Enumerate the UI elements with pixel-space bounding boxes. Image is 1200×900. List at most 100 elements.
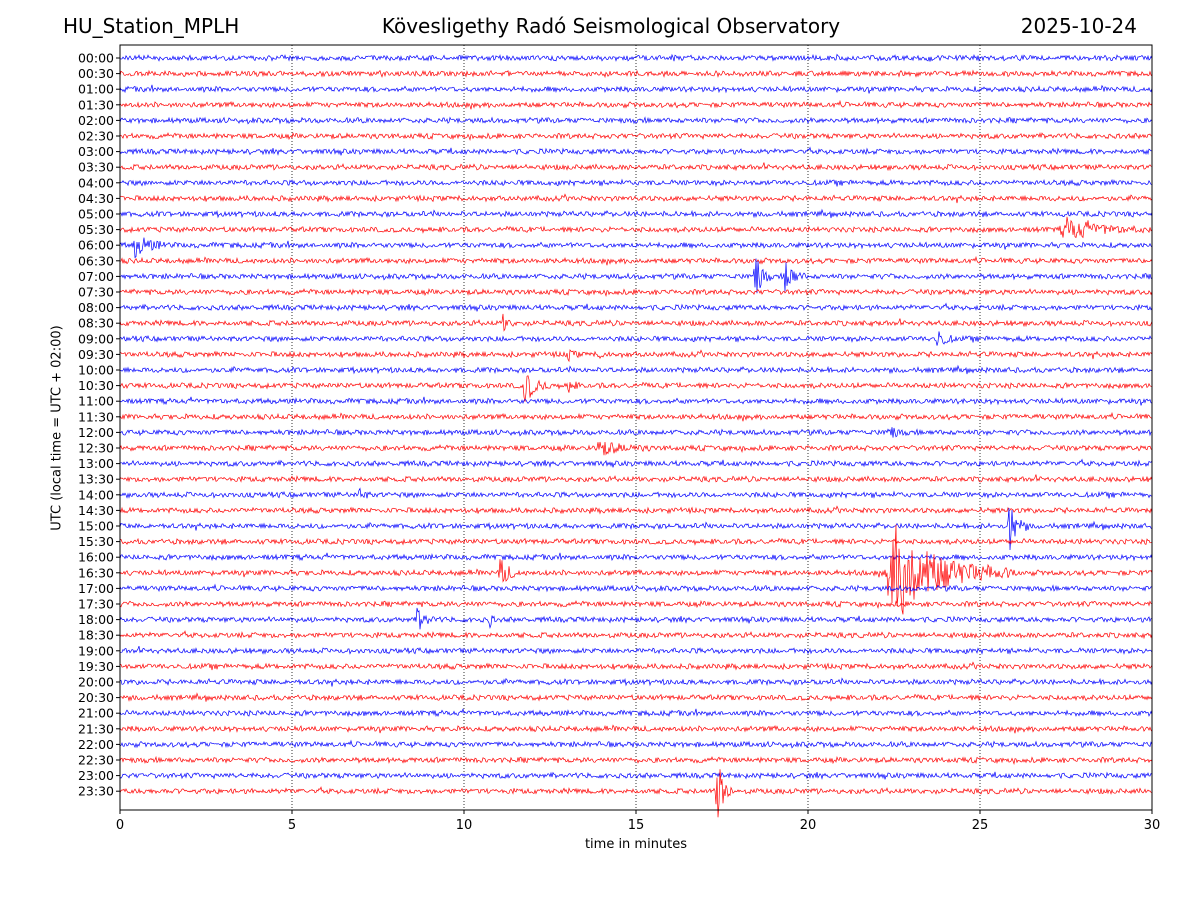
- y-tick-labels: 00:0000:3001:0001:3002:0002:3003:0003:30…: [78, 51, 120, 799]
- y-tick-label: 06:30: [78, 253, 114, 268]
- trace-16-30: [119, 524, 1153, 615]
- date-title: 2025-10-24: [1020, 14, 1137, 38]
- y-tick-label: 05:30: [78, 222, 114, 237]
- y-tick-label: 20:00: [78, 675, 114, 690]
- y-tick-label: 16:00: [78, 550, 114, 565]
- trace-02-30: [119, 132, 1153, 142]
- trace-18-00: [119, 607, 1153, 630]
- y-tick-label: 21:00: [78, 706, 114, 721]
- trace-02-00: [119, 116, 1153, 125]
- trace-21-30: [119, 724, 1153, 734]
- y-tick-label: 14:00: [78, 487, 114, 502]
- trace-23-30: [119, 769, 1153, 818]
- y-tick-label: 02:00: [78, 113, 114, 128]
- trace-10-00: [119, 364, 1153, 375]
- trace-19-00: [119, 645, 1153, 655]
- y-tick-label: 12:30: [78, 441, 114, 456]
- trace-12-00: [119, 427, 1153, 438]
- y-tick-label: 01:30: [78, 97, 114, 112]
- y-tick-label: 15:00: [78, 519, 114, 534]
- y-axis-label: UTC (local time = UTC + 02:00): [49, 325, 65, 531]
- y-tick-label: 11:30: [78, 409, 114, 424]
- y-tick-label: 15:30: [78, 534, 114, 549]
- trace-19-30: [119, 661, 1153, 671]
- trace-08-00: [119, 302, 1153, 312]
- x-tick-labels: 0 5 10 15 20 25 30: [116, 810, 1160, 833]
- x-tick-label: 5: [288, 818, 296, 833]
- trace-15-30: [119, 537, 1153, 546]
- trace-21-00: [119, 708, 1153, 718]
- trace-09-00: [119, 331, 1153, 346]
- y-tick-label: 06:00: [78, 238, 114, 253]
- trace-06-30: [119, 255, 1153, 266]
- x-tick-label: 15: [628, 818, 645, 833]
- trace-10-30: [119, 375, 1153, 402]
- y-tick-label: 14:30: [78, 503, 114, 518]
- trace-05-30: [119, 216, 1153, 239]
- y-tick-label: 05:00: [78, 207, 114, 222]
- x-tick-label: 10: [456, 818, 473, 833]
- y-tick-label: 09:00: [78, 331, 114, 346]
- y-tick-label: 17:00: [78, 581, 114, 596]
- y-tick-label: 10:30: [78, 378, 114, 393]
- y-tick-label: 19:30: [78, 659, 114, 674]
- y-tick-label: 01:00: [78, 82, 114, 97]
- trace-01-00: [119, 84, 1153, 94]
- trace-00-30: [119, 69, 1153, 79]
- trace-18-30: [119, 630, 1153, 640]
- y-tick-label: 16:30: [78, 565, 114, 580]
- trace-05-00: [119, 208, 1153, 219]
- x-tick-label: 30: [1144, 818, 1161, 833]
- y-tick-label: 02:30: [78, 129, 114, 144]
- trace-06-00: [119, 237, 1153, 259]
- trace-09-30: [119, 349, 1153, 363]
- y-tick-label: 00:30: [78, 66, 114, 81]
- grid-lines: [291, 45, 981, 810]
- y-tick-label: 07:30: [78, 285, 114, 300]
- trace-11-00: [119, 396, 1153, 406]
- trace-11-30: [119, 411, 1153, 422]
- x-tick-label: 20: [800, 818, 817, 833]
- y-tick-label: 18:30: [78, 628, 114, 643]
- y-tick-label: 12:00: [78, 425, 114, 440]
- trace-00-00: [119, 53, 1153, 62]
- y-tick-label: 13:30: [78, 472, 114, 487]
- trace-16-00: [119, 552, 1153, 562]
- y-tick-label: 21:30: [78, 721, 114, 736]
- trace-07-30: [119, 288, 1153, 298]
- seismic-traces: [119, 53, 1153, 818]
- y-tick-label: 04:30: [78, 191, 114, 206]
- y-tick-label: 10:00: [78, 363, 114, 378]
- y-tick-label: 03:30: [78, 160, 114, 175]
- trace-17-30: [119, 600, 1153, 610]
- trace-01-30: [119, 99, 1153, 110]
- y-tick-label: 03:00: [78, 144, 114, 159]
- trace-22-00: [119, 739, 1153, 749]
- trace-23-00: [119, 771, 1153, 780]
- y-tick-label: 09:30: [78, 347, 114, 362]
- trace-12-30: [119, 441, 1153, 456]
- trace-13-00: [119, 458, 1153, 468]
- y-tick-label: 19:00: [78, 643, 114, 658]
- y-tick-label: 17:30: [78, 597, 114, 612]
- y-tick-label: 18:00: [78, 612, 114, 627]
- y-tick-label: 08:30: [78, 316, 114, 331]
- trace-04-30: [119, 193, 1153, 204]
- y-tick-label: 23:00: [78, 768, 114, 783]
- y-tick-label: 22:00: [78, 737, 114, 752]
- trace-08-30: [119, 313, 1153, 332]
- trace-20-30: [119, 692, 1153, 702]
- trace-22-30: [119, 755, 1153, 766]
- station-title: HU_Station_MPLH: [63, 14, 240, 38]
- y-tick-label: 00:00: [78, 51, 114, 66]
- trace-04-00: [119, 178, 1153, 187]
- y-tick-label: 13:00: [78, 456, 114, 471]
- y-tick-label: 07:00: [78, 269, 114, 284]
- x-tick-label: 25: [972, 818, 989, 833]
- trace-20-00: [119, 677, 1153, 687]
- y-tick-label: 04:00: [78, 175, 114, 190]
- trace-13-30: [119, 474, 1153, 484]
- trace-15-00: [119, 507, 1153, 551]
- trace-17-00: [119, 583, 1153, 593]
